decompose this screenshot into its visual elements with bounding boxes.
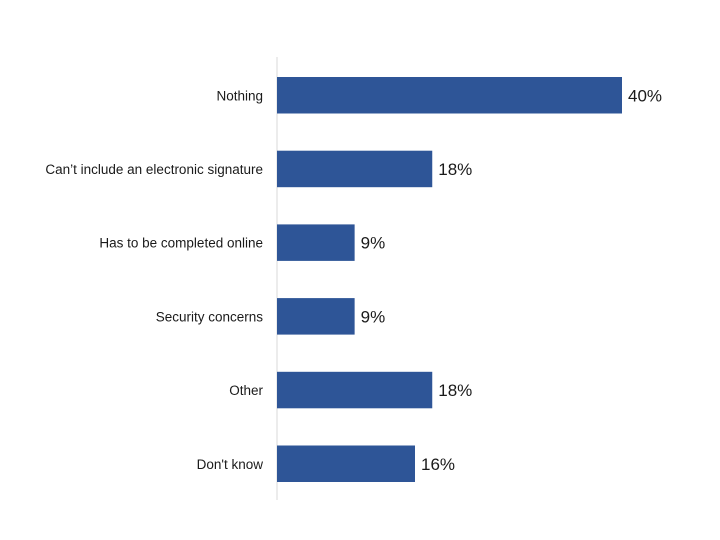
- bar-5: [277, 445, 415, 482]
- bar-1: [277, 150, 433, 188]
- bar-0: [277, 77, 622, 114]
- data-label: 9%: [361, 234, 386, 253]
- category-label: Has to be completed online: [99, 236, 263, 251]
- data-label: 16%: [421, 455, 455, 474]
- category-label: Nothing: [216, 88, 263, 103]
- data-label: 40%: [628, 86, 662, 105]
- bar-3: [277, 298, 355, 335]
- category-label: Other: [229, 383, 263, 398]
- category-label: Don't know: [197, 457, 264, 472]
- data-label: 9%: [361, 307, 386, 326]
- category-label: Security concerns: [156, 309, 264, 324]
- category-label: Can’t include an electronic signature: [45, 162, 263, 177]
- bar-4: [277, 371, 433, 409]
- data-label: 18%: [438, 160, 472, 179]
- bar-2: [277, 224, 355, 261]
- data-label: 18%: [438, 381, 472, 400]
